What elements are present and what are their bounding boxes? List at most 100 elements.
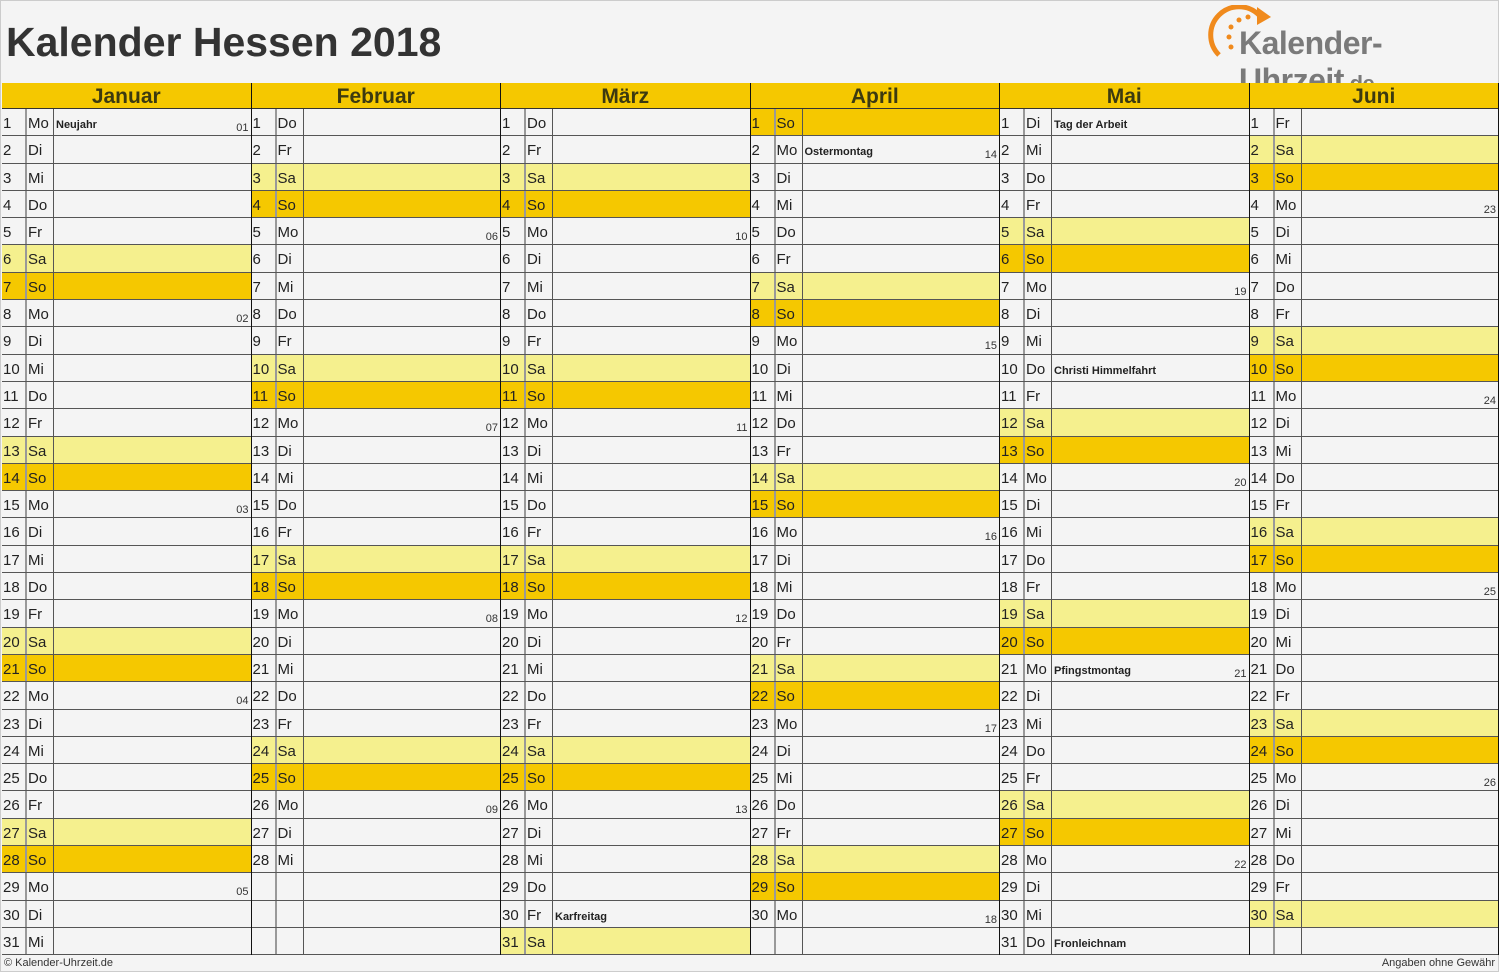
day-note xyxy=(1302,218,1499,244)
weekday: Mo xyxy=(776,709,803,736)
day-note xyxy=(803,819,1000,845)
day-note xyxy=(54,546,251,572)
weekday: Do xyxy=(1025,927,1052,955)
month-header: Juni xyxy=(1249,83,1498,109)
day-note xyxy=(54,136,251,162)
day-number: 5 xyxy=(1250,218,1275,245)
day-row: 13 Fr xyxy=(750,436,999,464)
day-row: 10 Di xyxy=(750,354,999,382)
day-number: 29 xyxy=(2,873,27,900)
day-row: 6 Mi xyxy=(1249,245,1498,273)
month-1: Februar 1 Do 2 Fr 3 Sa 4 So 5 Mo 06 6 Di 7 Mi 8 Do 9 Fr 10 Sa… xyxy=(251,83,501,956)
weekday: Mo xyxy=(277,791,304,818)
day-note xyxy=(553,491,750,517)
week-number: 03 xyxy=(236,504,249,517)
weekday: Mi xyxy=(1025,900,1052,927)
day-note xyxy=(54,164,251,190)
day-row: 23 Mo 17 xyxy=(750,709,999,737)
day-number: 18 xyxy=(1000,573,1025,600)
day-row: 8 Fr xyxy=(1249,300,1498,328)
day-row: 23 Mi xyxy=(1000,709,1249,737)
day-number: 14 xyxy=(501,463,526,491)
weekday: Mi xyxy=(277,846,304,873)
day-row: 25 Mo 26 xyxy=(1249,764,1498,792)
day-number: 11 xyxy=(2,381,27,409)
day-row: 1 Fr xyxy=(1249,109,1498,137)
day-row: 28 Mi xyxy=(501,846,750,874)
brand-logo[interactable]: Kalender-Uhrzeit.de xyxy=(1239,25,1498,99)
day-number: 4 xyxy=(751,190,776,218)
day-note xyxy=(803,737,1000,763)
day-row: 25 Do xyxy=(2,764,251,792)
day-row: 31 Mi xyxy=(2,927,251,956)
day-row: 26 Fr xyxy=(2,791,251,819)
day-row: 14 Do xyxy=(1249,463,1498,492)
day-number: 25 xyxy=(751,764,776,791)
day-number: 6 xyxy=(1250,245,1275,272)
day-row: 27 Mi xyxy=(1249,818,1498,847)
weekday: Di xyxy=(277,818,304,846)
day-note xyxy=(304,164,501,190)
weekday: Mo xyxy=(526,409,553,436)
weekday: Di xyxy=(776,545,803,573)
day-note xyxy=(54,464,251,490)
weekday: Mi xyxy=(277,463,304,491)
day-number: 19 xyxy=(252,600,277,627)
day-number: 19 xyxy=(2,600,27,627)
day-number: 9 xyxy=(2,327,27,354)
weekday: Mi xyxy=(1025,327,1052,354)
day-row xyxy=(1249,927,1498,956)
day-number: 7 xyxy=(252,272,277,300)
day-note: Neujahr 01 xyxy=(54,109,251,135)
day-note xyxy=(553,245,750,271)
weekday: Do xyxy=(526,873,553,900)
day-row: 24 Sa xyxy=(501,736,750,765)
day-number: 20 xyxy=(751,627,776,654)
day-note xyxy=(1052,764,1249,790)
copyright: © Kalender-Uhrzeit.de xyxy=(4,957,113,969)
weekday: Do xyxy=(526,300,553,327)
day-number: 11 xyxy=(1000,381,1025,409)
empty-cell xyxy=(751,927,776,955)
day-note xyxy=(54,737,251,763)
weekday: So xyxy=(526,381,553,409)
day-row: 6 So xyxy=(1000,245,1249,273)
weekday: Mi xyxy=(27,927,54,955)
day-note xyxy=(54,245,251,271)
week-number: 19 xyxy=(1234,285,1247,298)
weekday: Mi xyxy=(1025,709,1052,736)
day-note: Ostermontag 14 xyxy=(803,136,1000,162)
day-number: 19 xyxy=(751,600,776,627)
weekday: Mi xyxy=(776,764,803,791)
day-note xyxy=(304,136,501,162)
day-row: 5 Mo 10 xyxy=(501,218,750,246)
day-row: 18 Mo 25 xyxy=(1249,573,1498,601)
weekday: Sa xyxy=(27,818,54,846)
day-number: 14 xyxy=(751,463,776,491)
empty-cell xyxy=(1250,927,1275,955)
weekday: So xyxy=(27,272,54,300)
day-note xyxy=(553,300,750,326)
day-note xyxy=(803,191,1000,217)
day-row: 3 So xyxy=(1249,163,1498,191)
weekday: Do xyxy=(776,409,803,436)
day-row: 1 Di Tag der Arbeit xyxy=(1000,109,1249,137)
month-header: Mai xyxy=(1000,83,1249,109)
week-number: 11 xyxy=(736,422,748,435)
weekday: Mo xyxy=(1275,381,1302,409)
weekday: Mo xyxy=(776,136,803,163)
day-number: 24 xyxy=(1000,736,1025,764)
day-row: 9 Sa xyxy=(1249,327,1498,355)
day-number: 27 xyxy=(252,818,277,846)
empty-cell xyxy=(1275,927,1302,955)
weekday: Fr xyxy=(1275,682,1302,709)
day-number: 24 xyxy=(2,736,27,764)
day-number: 14 xyxy=(1250,463,1275,491)
day-number: 3 xyxy=(2,163,27,190)
weekday: Do xyxy=(277,682,304,709)
weekday: Fr xyxy=(277,327,304,354)
day-note: 06 xyxy=(304,218,501,244)
day-number: 6 xyxy=(252,245,277,272)
weekday: Do xyxy=(277,109,304,136)
day-row: 7 Mi xyxy=(251,272,500,301)
